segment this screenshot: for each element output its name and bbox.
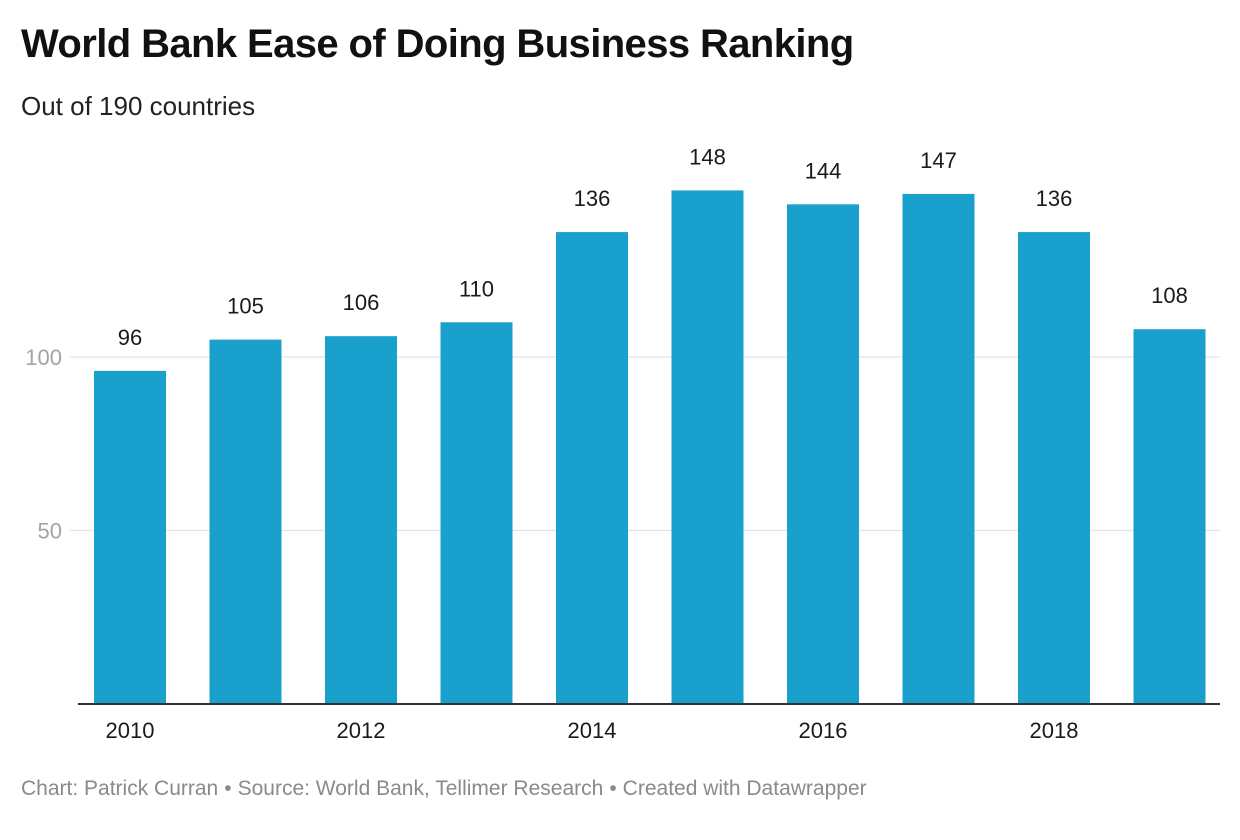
bar[interactable] (209, 339, 282, 704)
chart-subtitle: Out of 190 countries (21, 91, 256, 121)
bar-value-label: 148 (689, 144, 726, 169)
bar[interactable] (1133, 329, 1206, 704)
chart-footer: Chart: Patrick Curran • Source: World Bank… (21, 777, 867, 801)
chart-source[interactable]: Source: World Bank, Tellimer Research (237, 777, 604, 800)
footer-separator: • (224, 777, 232, 800)
bar[interactable] (787, 204, 859, 704)
bar[interactable] (1018, 232, 1090, 704)
bar-value-label: 136 (574, 186, 611, 211)
bar-value-label: 106 (343, 290, 380, 315)
x-tick-label: 2016 (799, 718, 848, 743)
bar-value-label: 144 (805, 158, 842, 183)
bar[interactable] (671, 190, 744, 704)
bar[interactable] (94, 370, 166, 704)
y-tick-label: 100 (25, 345, 62, 370)
bar-value-label: 147 (920, 148, 957, 173)
chart-title: World Bank Ease of Doing Business Rankin… (21, 22, 854, 66)
bar-value-label: 108 (1151, 283, 1188, 308)
x-tick-label: 2014 (568, 718, 617, 743)
bar[interactable] (902, 193, 975, 704)
y-tick-label: 50 (38, 519, 62, 544)
x-tick-label: 2012 (337, 718, 386, 743)
bar[interactable] (556, 232, 628, 704)
bar-value-label: 136 (1036, 186, 1073, 211)
x-tick-label: 2010 (106, 718, 155, 743)
bar-value-label: 110 (459, 276, 494, 301)
bar-value-label: 96 (118, 325, 142, 350)
footer-separator: • (609, 777, 617, 800)
x-tick-label: 2018 (1030, 718, 1079, 743)
bar[interactable] (440, 322, 513, 704)
bar-value-label: 105 (227, 294, 264, 319)
chart-tool-credit[interactable]: Created with Datawrapper (622, 777, 867, 800)
chart-credit: Chart: Patrick Curran (21, 777, 219, 800)
bar[interactable] (325, 336, 397, 704)
